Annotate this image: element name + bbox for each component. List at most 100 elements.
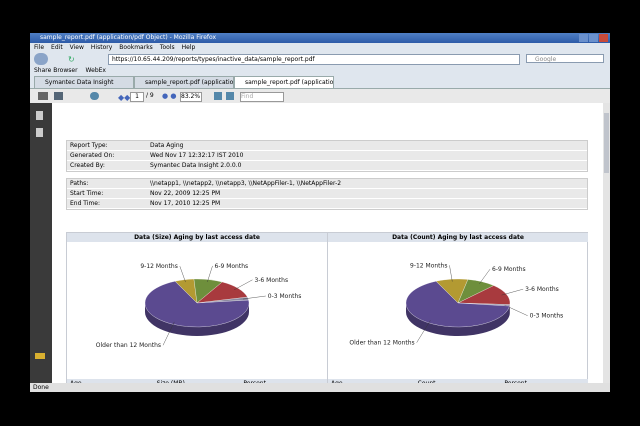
pdf-toolbar: ◆◆ 1 / 9 ● ● 83.2% Find <box>30 89 610 103</box>
column-header: Percent <box>501 379 588 383</box>
back-button[interactable] <box>34 53 48 65</box>
field-value: Wed Nov 17 12:32:17 IST 2010 <box>150 152 244 159</box>
window-controls <box>579 34 608 42</box>
fit-width-icon[interactable] <box>226 92 234 100</box>
chart-title: Data (Size) Aging by last access date <box>67 233 327 242</box>
leader-line <box>416 320 431 343</box>
field-label: End Time: <box>70 200 101 207</box>
slice-label: 0-3 Months <box>530 313 564 320</box>
pie-slice <box>144 281 250 328</box>
url-bar[interactable]: https://10.65.44.209/reports/types/inact… <box>108 54 520 65</box>
bookmarks-bar: Share Browser WebEx <box>34 67 106 74</box>
charts-panel: Data (Size) Aging by last access date 9-1… <box>66 232 588 383</box>
menu-item[interactable]: Edit <box>51 44 63 51</box>
summary-table: Report Type: Data Aging Generated On: Wed N… <box>66 140 588 172</box>
menu-item[interactable]: File <box>34 44 45 51</box>
page-input[interactable]: 1 <box>130 92 144 102</box>
menu-item[interactable]: Tools <box>159 44 175 51</box>
column-header: Size (MB) <box>154 379 241 383</box>
scope-table: Paths: \\netapp1, \\netapp2, \\netapp3, \… <box>66 178 588 210</box>
field-label: Generated On: <box>70 152 115 159</box>
table-row: Start Time: Nov 22, 2009 12:25 PM <box>67 189 587 199</box>
status-bar: Done <box>30 383 610 392</box>
table-row: Generated On: Wed Nov 17 12:32:17 IST 201… <box>67 151 587 161</box>
print-icon[interactable] <box>38 92 48 100</box>
url: https://10.65.44.209/reports/types/inact… <box>112 56 315 63</box>
table-row: Paths: \\netapp1, \\netapp2, \\netapp3, \… <box>67 179 587 189</box>
menu-item[interactable]: History <box>90 44 113 51</box>
slice-label: 9-12 Months <box>410 262 447 269</box>
slice-label: 3-6 Months <box>525 286 559 293</box>
leader-line <box>233 279 253 290</box>
slice-label: Older than 12 Months <box>96 342 161 349</box>
title-bar: sample_report.pdf (application/pdf Objec… <box>30 33 610 43</box>
pages-icon[interactable] <box>36 111 43 120</box>
tab[interactable]: Symantec Data Insight <box>34 76 134 88</box>
slice-label: 6-9 Months <box>215 263 249 270</box>
pie-side <box>406 303 510 336</box>
field-label: Report Type: <box>70 142 108 149</box>
leader-line <box>207 265 213 282</box>
pie-side <box>145 303 249 336</box>
table-header: AgeCountPercent <box>328 379 588 383</box>
column-header: Age <box>67 379 154 383</box>
field-value: Nov 17, 2010 12:25 PM <box>150 200 221 207</box>
close[interactable] <box>599 34 608 42</box>
zoom-value: 83.2% <box>181 93 201 100</box>
menu-bar: File Edit View History Bookmarks Tools Help <box>34 44 195 51</box>
leader-line <box>242 295 266 300</box>
scrollbar[interactable] <box>603 103 610 383</box>
slice-label: 9-12 Months <box>140 263 177 270</box>
column-header: Percent <box>240 379 327 383</box>
field-value: \\netapp1, \\netapp2, \\netapp3, \\NetAp… <box>150 180 342 187</box>
tab[interactable]: sample_report.pdf (application/pdf Obj..… <box>134 76 234 88</box>
bookmark[interactable]: WebEx <box>85 67 106 74</box>
save-icon[interactable] <box>54 92 63 100</box>
column-header: Count <box>415 379 502 383</box>
menu-item[interactable]: Bookmarks <box>119 44 153 51</box>
window-title: sample_report.pdf (application/pdf Objec… <box>40 34 217 41</box>
menu-item[interactable]: View <box>69 44 84 51</box>
slice-label: Older than 12 Months <box>349 340 414 347</box>
comments-icon[interactable] <box>35 353 45 359</box>
leader-line <box>479 269 491 284</box>
slice-label: 6-9 Months <box>492 266 526 273</box>
zoom-buttons[interactable]: ● ● <box>162 92 177 100</box>
page-count: / 9 <box>146 92 154 99</box>
slice-label: 3-6 Months <box>254 277 288 284</box>
reload-button[interactable]: ↻ <box>68 55 75 64</box>
prev-next[interactable]: ◆◆ <box>118 93 131 102</box>
bookmark[interactable]: Share Browser <box>34 67 78 74</box>
pie-slice <box>405 281 510 328</box>
leader-line <box>449 265 453 282</box>
search-box[interactable]: Google <box>526 54 604 63</box>
minimize[interactable] <box>579 34 588 42</box>
slice-label: 0-3 Months <box>268 293 302 300</box>
table-header: AgeSize (MB)Percent <box>67 379 327 383</box>
column-header: Age <box>328 379 415 383</box>
field-value: Nov 22, 2009 12:25 PM <box>150 190 221 197</box>
zoom-input[interactable]: 83.2% <box>180 92 202 102</box>
table-row: Report Type: Data Aging <box>67 141 587 151</box>
tab-strip: Symantec Data Insight sample_report.pdf (… <box>30 76 610 89</box>
field-label: Created By: <box>70 162 105 169</box>
leader-line <box>162 321 175 346</box>
fit-icon[interactable] <box>214 92 222 100</box>
field-value: Data Aging <box>150 142 184 149</box>
pie-chart: 9-12 Months 6-9 Months 3-6 Months 0-3 Month… <box>349 262 564 347</box>
document-area: Report Type: Data Aging Generated On: Wed N… <box>52 103 603 383</box>
field-value: Symantec Data Insight 2.0.0.0 <box>150 162 242 169</box>
table-row: Created By: Symantec Data Insight 2.0.0.0 <box>67 161 587 171</box>
tab[interactable]: sample_report.pdf (application/... <box>234 76 334 88</box>
browser-window: sample_report.pdf (application/pdf Objec… <box>30 33 610 392</box>
find-box[interactable]: Find <box>240 92 284 102</box>
maximize[interactable] <box>589 34 598 42</box>
chart: Data (Size) Aging by last access date 9-1… <box>67 233 327 383</box>
share-icon[interactable] <box>90 92 99 100</box>
leader-line <box>179 266 186 283</box>
pie-chart: 9-12 Months 6-9 Months 3-6 Months 0-3 Month… <box>96 263 302 349</box>
bookmarks-icon[interactable] <box>36 128 43 137</box>
menu-item[interactable]: Help <box>181 44 196 51</box>
field-label: Start Time: <box>70 190 104 197</box>
